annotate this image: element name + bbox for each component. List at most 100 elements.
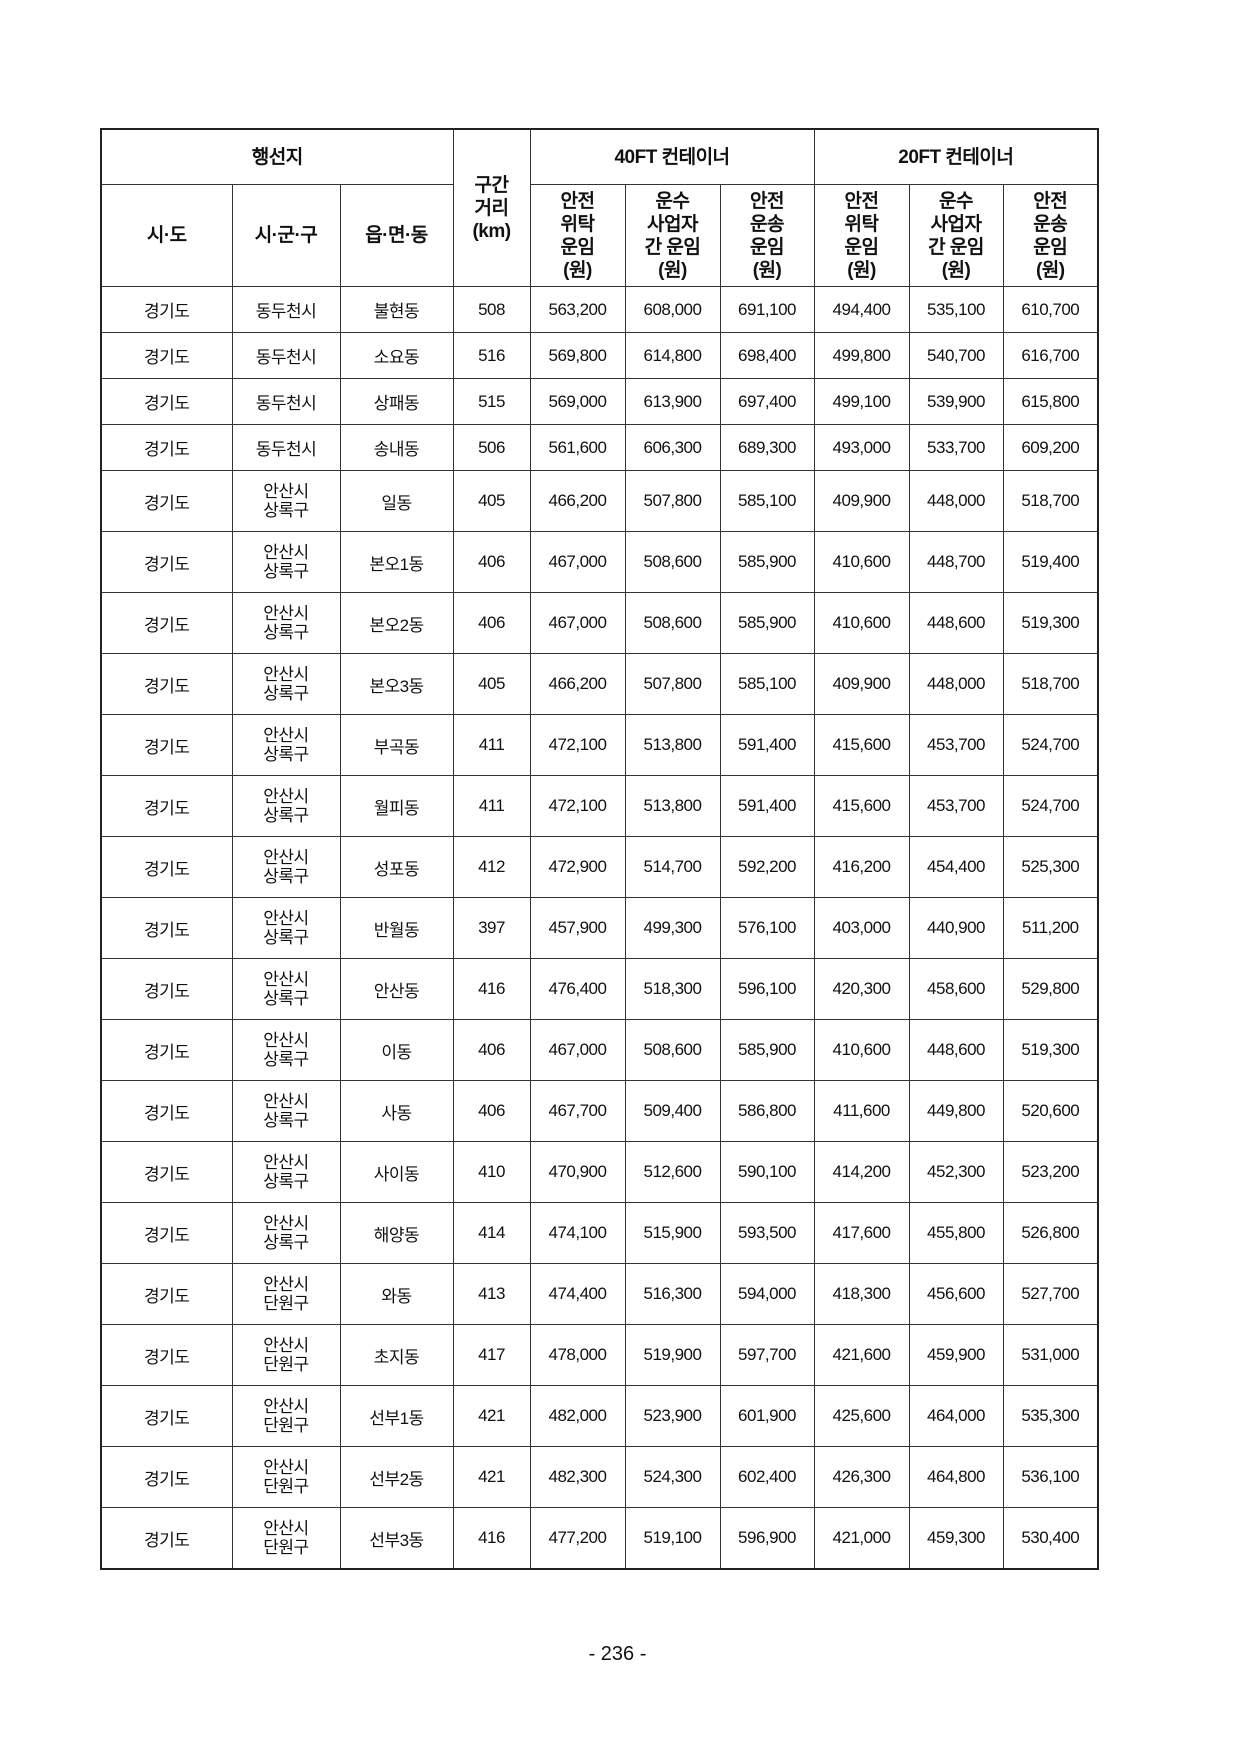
rate-20ft-consign-cell: 493,000 [813,424,910,471]
rate-40ft-consign-cell: 476,400 [529,958,626,1020]
rate-40ft-carrier-cell: 514,700 [624,836,721,898]
rate-40ft-consign-cell: 466,200 [529,653,626,715]
eupmyeondong-cell: 상패동 [339,378,454,425]
rate-40ft-carrier-cell: 509,400 [624,1080,721,1142]
table-row: 경기도 동두천시 송내동 506 561,600 606,300 689,300 493,00… [100,424,1099,471]
distance-cell: 421 [452,1385,531,1447]
sigungu-cell: 안산시 상록구 [231,775,341,837]
rate-20ft-carrier-cell: 535,100 [908,286,1004,333]
rate-40ft-consign-cell: 482,000 [529,1385,626,1447]
rate-20ft-safe-cell: 531,000 [1002,1324,1099,1386]
rate-20ft-consign-cell: 416,200 [813,836,910,898]
eupmyeondong-cell: 사동 [339,1080,454,1142]
rate-20ft-safe-cell: 518,700 [1002,470,1099,532]
rate-20ft-consign-cell: 409,900 [813,470,910,532]
rate-40ft-consign-cell: 472,100 [529,714,626,776]
sigungu-cell: 안산시 상록구 [231,836,341,898]
rate-20ft-carrier-cell: 453,700 [908,714,1004,776]
sido-cell: 경기도 [100,470,233,532]
rate-20ft-safe-cell: 610,700 [1002,286,1099,333]
sigungu-cell: 안산시 상록구 [231,897,341,959]
table-row: 경기도 안산시 단원구 초지동 417 478,000 519,900 597,700 421,… [100,1324,1099,1386]
distance-cell: 405 [452,470,531,532]
rate-40ft-safe-cell: 591,400 [719,714,815,776]
rate-40ft-safe-cell: 592,200 [719,836,815,898]
rate-20ft-carrier-cell: 449,800 [908,1080,1004,1142]
rate-20ft-consign-cell: 410,600 [813,531,910,593]
eupmyeondong-cell: 선부2동 [339,1446,454,1508]
rate-20ft-safe-cell: 530,400 [1002,1507,1099,1570]
eupmyeondong-cell: 본오1동 [339,531,454,593]
eupmyeondong-cell: 월피동 [339,775,454,837]
table-row: 경기도 동두천시 소요동 516 569,800 614,800 698,400 499,80… [100,332,1099,379]
table-row: 경기도 안산시 상록구 해양동 414 474,100 515,900 593,500 417,… [100,1202,1099,1264]
distance-cell: 515 [452,378,531,425]
rate-20ft-safe-cell: 535,300 [1002,1385,1099,1447]
sigungu-cell: 동두천시 [231,378,341,425]
rate-20ft-carrier-cell: 448,600 [908,1019,1004,1081]
sido-cell: 경기도 [100,1507,233,1570]
rate-20ft-safe-cell: 523,200 [1002,1141,1099,1203]
sigungu-header: 시·군·구 [231,184,341,287]
rate-20ft-consign-cell: 403,000 [813,897,910,959]
rate-20ft-carrier-cell: 448,600 [908,592,1004,654]
eupmyeondong-cell: 성포동 [339,836,454,898]
sigungu-cell: 안산시 상록구 [231,470,341,532]
rate-20ft-consign-cell: 410,600 [813,592,910,654]
rate-40ft-safe-cell: 601,900 [719,1385,815,1447]
rate-20ft-consign-cell: 426,300 [813,1446,910,1508]
distance-cell: 516 [452,332,531,379]
sido-cell: 경기도 [100,653,233,715]
rate-40ft-carrier-cell: 608,000 [624,286,721,333]
rate-20ft-consign-cell: 499,100 [813,378,910,425]
rate-20ft-carrier-cell: 458,600 [908,958,1004,1020]
rate-20ft-carrier-cell: 448,000 [908,470,1004,532]
eupmyeondong-cell: 이동 [339,1019,454,1081]
rate-20ft-carrier-cell: 440,900 [908,897,1004,959]
rate-40ft-safe-cell: 698,400 [719,332,815,379]
sido-cell: 경기도 [100,378,233,425]
rate-20ft-safe-cell: 525,300 [1002,836,1099,898]
sido-cell: 경기도 [100,1385,233,1447]
sigungu-cell: 안산시 상록구 [231,592,341,654]
rate-40ft-consign-cell: 482,300 [529,1446,626,1508]
rate-20ft-carrier-cell: 452,300 [908,1141,1004,1203]
rate-20ft-consign-cell: 418,300 [813,1263,910,1325]
table-row: 경기도 동두천시 불현동 508 563,200 608,000 691,100 494,40… [100,286,1099,333]
rate-40ft-carrier-cell: 499,300 [624,897,721,959]
sido-cell: 경기도 [100,286,233,333]
eupmyeondong-cell: 와동 [339,1263,454,1325]
rate-40ft-safe-cell: 594,000 [719,1263,815,1325]
rate-20ft-safe-cell: 520,600 [1002,1080,1099,1142]
sido-cell: 경기도 [100,332,233,379]
table-row: 경기도 안산시 상록구 반월동 397 457,900 499,300 576,100 403,… [100,897,1099,959]
sigungu-cell: 안산시 상록구 [231,1019,341,1081]
rate-20ft-carrier-cell: 459,900 [908,1324,1004,1386]
rate-40ft-safe-cell: 585,100 [719,653,815,715]
container-40ft-header: 40FT 컨테이너 [529,128,815,185]
distance-cell: 416 [452,958,531,1020]
distance-cell: 405 [452,653,531,715]
container-20ft-header: 20FT 컨테이너 [813,128,1099,185]
rate-40ft-carrier-cell: 519,900 [624,1324,721,1386]
sigungu-cell: 동두천시 [231,332,341,379]
table-row: 경기도 안산시 상록구 사동 406 467,700 509,400 586,800 411,6… [100,1080,1099,1142]
rate-40ft-consign-cell: 470,900 [529,1141,626,1203]
sigungu-cell: 안산시 단원구 [231,1263,341,1325]
rate-40ft-consign-cell: 561,600 [529,424,626,471]
rate-20ft-consign-cell: 421,600 [813,1324,910,1386]
distance-cell: 412 [452,836,531,898]
table-row: 경기도 안산시 상록구 이동 406 467,000 508,600 585,900 410,6… [100,1019,1099,1081]
rate-column-header: 안전 위탁 운임 (원) [813,184,910,287]
rate-20ft-safe-cell: 519,300 [1002,592,1099,654]
rate-20ft-carrier-cell: 459,300 [908,1507,1004,1570]
eupmyeondong-cell: 해양동 [339,1202,454,1264]
sigungu-cell: 안산시 상록구 [231,1141,341,1203]
rate-40ft-carrier-cell: 516,300 [624,1263,721,1325]
sido-cell: 경기도 [100,1080,233,1142]
sigungu-cell: 안산시 상록구 [231,714,341,776]
sido-cell: 경기도 [100,1202,233,1264]
rate-40ft-safe-cell: 596,900 [719,1507,815,1570]
sido-cell: 경기도 [100,1019,233,1081]
sigungu-cell: 안산시 상록구 [231,531,341,593]
